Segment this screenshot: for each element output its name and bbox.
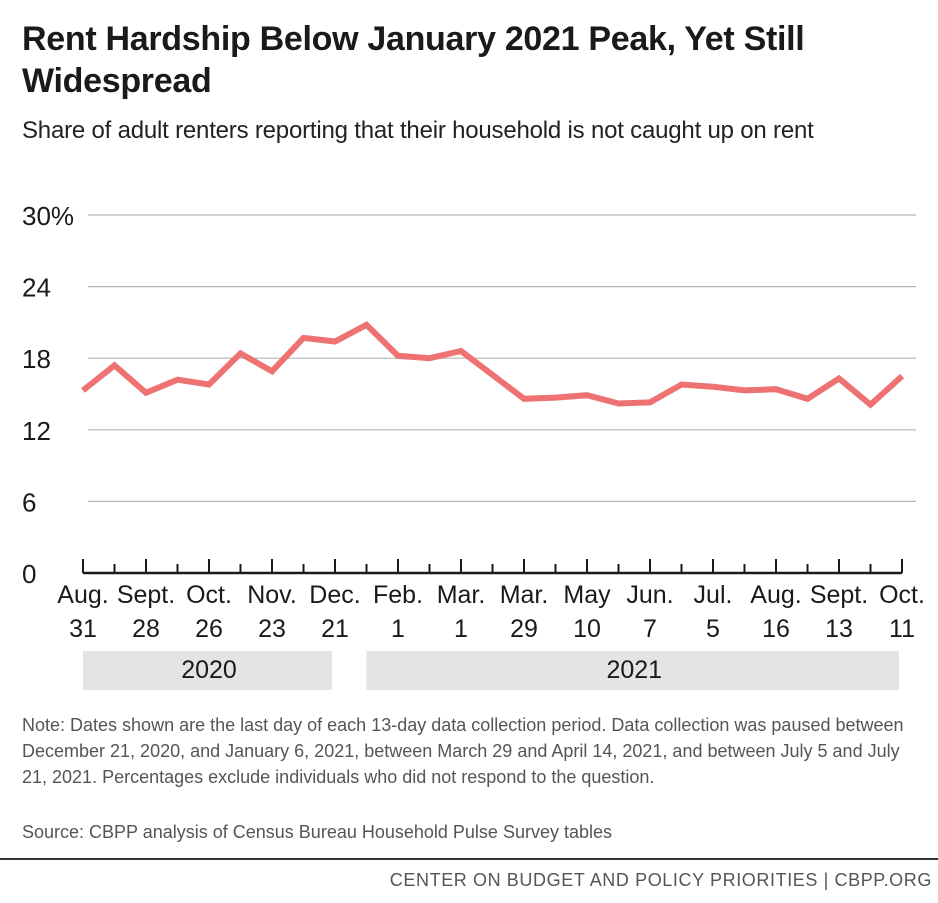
data-point [710,384,716,390]
data-point [395,353,401,359]
y-tick-label: 12 [22,416,51,446]
line-chart: 0 6 12 18 24 30% Aug. 31 Sept. 28 Oct. 26 Nov. 23 Dec.… [22,201,925,690]
data-point [773,386,779,392]
data-point [647,399,653,405]
x-tick-label: Oct. [186,581,232,609]
x-tick-label: 23 [258,615,286,643]
data-point [868,402,874,408]
data-point [112,362,118,368]
x-tick-label: 1 [391,615,405,643]
y-tick-label: 6 [22,487,36,517]
data-point [521,396,527,402]
year-band-label: 2020 [181,656,237,684]
x-tick-label: 10 [573,615,601,643]
x-tick-label: Sept. [810,581,868,609]
x-tick-label: Sept. [117,581,175,609]
year-band-label: 2021 [606,656,662,684]
x-tick-label: Mar. [500,581,549,609]
data-point [143,390,149,396]
data-point [836,375,842,381]
chart-source: Source: CBPP analysis of Census Bureau H… [22,822,612,842]
y-tick-label: 0 [22,559,36,589]
x-tick-label: 11 [889,615,915,643]
x-tick-label: Jun. [626,581,673,609]
x-tick-label: Aug. [57,581,108,609]
x-tick-label: 31 [69,615,97,643]
data-point [427,355,433,361]
data-point [899,373,905,379]
y-tick-label: 24 [22,273,51,303]
data-point [332,338,338,344]
x-tick-label: Jul. [694,581,733,609]
x-tick-label: 26 [195,615,223,643]
chart-note: Note: Dates shown are the last day of ea… [22,715,904,787]
x-tick-label: 16 [762,615,790,643]
x-tick-label: 7 [643,615,657,643]
year-band [366,651,899,690]
data-point [805,396,811,402]
x-tick-label: Dec. [309,581,360,609]
data-point [553,395,559,401]
series-line [81,321,905,409]
data-point [490,372,496,378]
data-point [206,381,212,387]
x-tick-label: 29 [510,615,538,643]
x-tick-label: Aug. [750,581,801,609]
x-tick-label: 5 [706,615,720,643]
footer-credit: CENTER ON BUDGET AND POLICY PRIORITIES |… [389,870,932,890]
data-point [616,401,622,407]
x-tick-label: 13 [825,615,853,643]
year-band [83,651,332,690]
footer-divider [0,858,938,860]
x-tick-label: Oct. [879,581,925,609]
chart-title: Rent Hardship Below January 2021 Peak, Y… [22,20,805,100]
data-point [584,392,590,398]
x-tick-label: Nov. [247,581,297,609]
data-point [742,387,748,393]
x-tick-label: 21 [321,615,349,643]
x-tick-label: 28 [132,615,160,643]
data-point [364,322,370,328]
x-tick-label: 1 [454,615,468,643]
data-point [458,348,464,354]
data-point [269,368,275,374]
data-point [80,387,86,393]
x-tick-label: Feb. [373,581,423,609]
y-tick-label: 30% [22,201,74,231]
chart-subtitle: Share of adult renters reporting that th… [22,117,814,144]
y-tick-label: 18 [22,344,51,374]
x-tick-label: May [563,581,611,609]
data-point [679,381,685,387]
data-point [238,350,244,356]
data-point [301,335,307,341]
data-point [175,377,181,383]
x-tick-label: Mar. [437,581,486,609]
